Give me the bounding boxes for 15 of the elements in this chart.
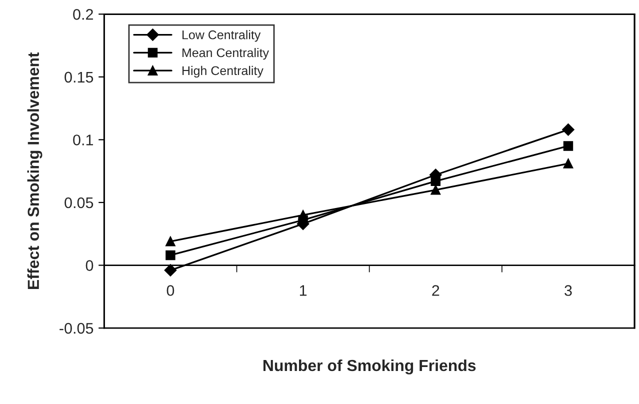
legend-label: Low Centrality <box>182 30 261 42</box>
y-tick-label: 0.1 <box>73 134 93 146</box>
y-tick-label: 0 <box>86 260 94 271</box>
y-tick-label: 0.05 <box>64 197 94 208</box>
x-tick-label: 1 <box>300 285 307 296</box>
legend-label: High Centrality <box>182 66 264 78</box>
x-tick-label: 2 <box>432 285 440 296</box>
x-tick-label: 3 <box>564 285 572 296</box>
y-tick-label: -0.05 <box>60 322 94 334</box>
x-tick-label: 0 <box>166 285 174 296</box>
legend-label: Mean Centrality <box>182 48 269 60</box>
y-tick-label: 0.2 <box>73 9 93 20</box>
x-axis-title: Number of Smoking Friends <box>263 359 476 374</box>
y-axis-title: Effect on Smoking Involvement <box>27 52 42 289</box>
y-tick-label: 0.15 <box>64 72 94 83</box>
